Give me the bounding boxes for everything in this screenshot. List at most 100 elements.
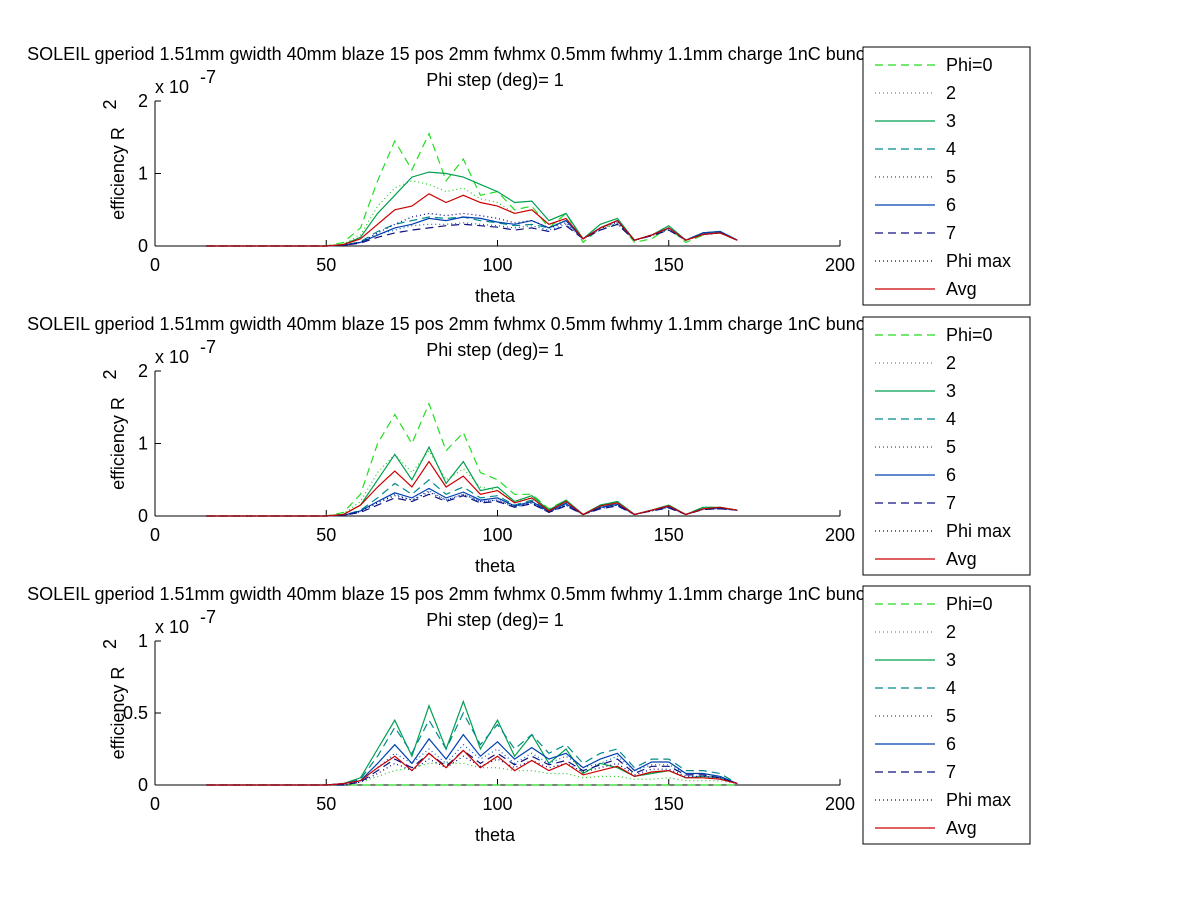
- series-line-4: [206, 711, 738, 786]
- y-axis-label-group: efficiency R 2: [100, 369, 128, 489]
- x-tick-label: 200: [825, 794, 855, 814]
- y-multiplier: x 10: [155, 347, 189, 367]
- series-group: [206, 132, 738, 247]
- x-tick-label: 0: [150, 255, 160, 275]
- legend-label: Phi max: [946, 251, 1011, 271]
- series-line-7: [206, 749, 738, 786]
- y-tick-label: 1: [138, 631, 148, 651]
- series-line-7: [206, 223, 738, 247]
- legend-label: 4: [946, 139, 956, 159]
- chart-title: SOLEIL gperiod 1.51mm gwidth 40mm blaze …: [27, 314, 963, 334]
- y-multiplier-exponent: -7: [200, 607, 216, 627]
- legend-label: 2: [946, 353, 956, 373]
- legend-label: 3: [946, 111, 956, 131]
- y-tick-label: 0: [138, 506, 148, 526]
- series-line-3: [206, 699, 738, 786]
- y-tick-label: 0: [138, 236, 148, 256]
- y-tick-label: 2: [138, 361, 148, 381]
- x-axis-label: theta: [475, 825, 516, 845]
- x-tick-label: 50: [316, 794, 336, 814]
- y-tick-label: 2: [138, 91, 148, 111]
- legend-label: 6: [946, 465, 956, 485]
- legend-box: [862, 316, 1031, 576]
- legend-label: 5: [946, 437, 956, 457]
- series-line-2: [206, 762, 738, 786]
- legend-label: 3: [946, 650, 956, 670]
- series-line-3: [206, 171, 738, 247]
- legend-label: 4: [946, 678, 956, 698]
- x-tick-label: 150: [654, 255, 684, 275]
- series-line-5: [206, 489, 738, 517]
- series-line-avg: [206, 460, 738, 517]
- series-group: [206, 401, 738, 517]
- subplot-1: 0 50 100 150 200 0 1 2 x 10 -7 SOLEIL gperiod 1.51…: [27, 44, 963, 306]
- legend-label: Phi=0: [946, 325, 993, 345]
- series-line-2: [206, 449, 738, 517]
- legend-2: Phi=0 2 3 4 5 6 7 Phi max Avg: [862, 316, 1031, 576]
- x-axis-label: theta: [475, 556, 516, 576]
- series-line-5: [206, 743, 738, 786]
- series-line-phi-max: [206, 491, 738, 517]
- series-line-6: [206, 733, 738, 786]
- y-tick-label: 1: [138, 434, 148, 454]
- x-tick-label: 0: [150, 525, 160, 545]
- x-tick-label: 50: [316, 525, 336, 545]
- legend-label: 6: [946, 195, 956, 215]
- legend-label: Avg: [946, 549, 977, 569]
- series-line-avg: [206, 749, 738, 786]
- legend-label: 7: [946, 762, 956, 782]
- legend-label: 4: [946, 409, 956, 429]
- legend-label: Avg: [946, 279, 977, 299]
- series-line-2: [206, 180, 738, 247]
- legend-label: Phi max: [946, 521, 1011, 541]
- x-tick-label: 150: [654, 794, 684, 814]
- chart-subtitle: Phi step (deg)= 1: [426, 340, 564, 360]
- y-axis-label-superscript: 2: [100, 369, 120, 379]
- y-multiplier: x 10: [155, 617, 189, 637]
- x-axis-label: theta: [475, 286, 516, 306]
- legend-label: 7: [946, 223, 956, 243]
- x-tick-label: 100: [482, 794, 512, 814]
- subplot-3: 0 50 100 150 200 0 0.5 1 x 10 -7 SOLEIL gperiod 1.…: [27, 584, 963, 845]
- y-axis-label-superscript: 2: [100, 99, 120, 109]
- subplot-2: 0 50 100 150 200 0 1 2 x 10 -7 SOLEIL gperiod 1.51…: [27, 314, 963, 576]
- legend-label: Avg: [946, 818, 977, 838]
- y-axis-label-group: efficiency R 2: [100, 99, 128, 219]
- y-multiplier-exponent: -7: [200, 337, 216, 357]
- y-tick-label: 0: [138, 775, 148, 795]
- x-tick-label: 200: [825, 525, 855, 545]
- y-multiplier-exponent: -7: [200, 67, 216, 87]
- y-multiplier: x 10: [155, 77, 189, 97]
- series-line-3: [206, 445, 738, 517]
- y-axis-label: efficiency R: [108, 667, 128, 760]
- x-tick-label: 0: [150, 794, 160, 814]
- x-tick-label: 50: [316, 255, 336, 275]
- y-tick-label: 0.5: [123, 703, 148, 723]
- legend-label: 5: [946, 167, 956, 187]
- chart-title: SOLEIL gperiod 1.51mm gwidth 40mm blaze …: [27, 584, 963, 604]
- y-axis-label-group: efficiency R 2: [100, 639, 128, 759]
- series-line-phi-max: [206, 212, 738, 247]
- y-tick-label: 1: [138, 164, 148, 184]
- legend-label: 2: [946, 83, 956, 103]
- series-line-avg: [206, 193, 738, 247]
- legend-box: [862, 46, 1031, 306]
- chart-subtitle: Phi step (deg)= 1: [426, 610, 564, 630]
- chart-title: SOLEIL gperiod 1.51mm gwidth 40mm blaze …: [27, 44, 963, 64]
- series-line-phi-max: [206, 755, 738, 786]
- series-group: [206, 699, 738, 786]
- x-tick-label: 100: [482, 525, 512, 545]
- series-line-phi-0: [206, 132, 738, 247]
- legend-label: 3: [946, 381, 956, 401]
- series-line-phi-0: [206, 401, 738, 517]
- series-line-7: [206, 493, 738, 517]
- legend-box: [862, 585, 1031, 845]
- x-tick-label: 100: [482, 255, 512, 275]
- legend-label: Phi max: [946, 790, 1011, 810]
- y-axis-label-superscript: 2: [100, 639, 120, 649]
- legend-label: Phi=0: [946, 55, 993, 75]
- x-tick-label: 150: [654, 525, 684, 545]
- legend-label: 6: [946, 734, 956, 754]
